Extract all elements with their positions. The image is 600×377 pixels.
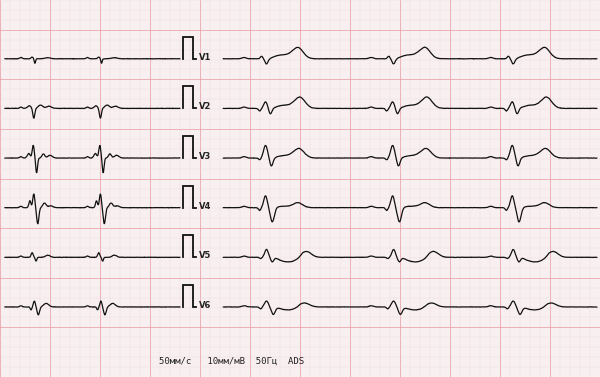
Text: V5: V5 bbox=[199, 251, 211, 260]
Text: V6: V6 bbox=[199, 301, 211, 310]
Text: V4: V4 bbox=[199, 202, 211, 211]
Text: V3: V3 bbox=[199, 152, 211, 161]
Text: V2: V2 bbox=[199, 103, 211, 111]
Text: 50мм/с   10мм/мВ  50Гц  ADS: 50мм/с 10мм/мВ 50Гц ADS bbox=[159, 357, 304, 366]
Text: V1: V1 bbox=[199, 53, 211, 62]
